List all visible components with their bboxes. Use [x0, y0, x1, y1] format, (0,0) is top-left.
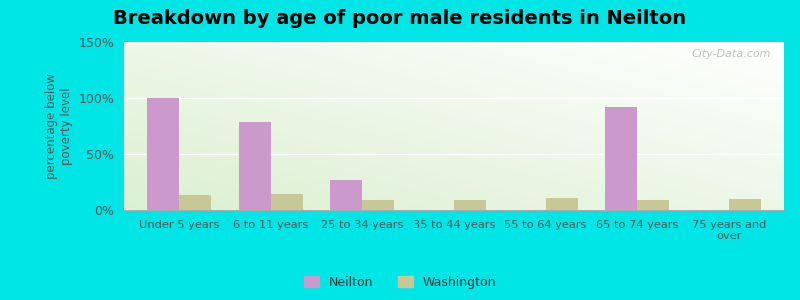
Bar: [270, 194, 302, 210]
Bar: [147, 98, 179, 210]
Bar: [179, 195, 211, 210]
Bar: [638, 200, 670, 210]
Bar: [362, 200, 394, 210]
Legend: Neilton, Washington: Neilton, Washington: [298, 271, 502, 294]
Text: City-Data.com: City-Data.com: [691, 49, 770, 59]
Bar: [454, 200, 486, 210]
Bar: [238, 122, 270, 210]
Y-axis label: percentage below
poverty level: percentage below poverty level: [45, 73, 73, 179]
Text: Breakdown by age of poor male residents in Neilton: Breakdown by age of poor male residents …: [114, 9, 686, 28]
Bar: [546, 198, 578, 210]
Bar: [330, 180, 362, 210]
Bar: [606, 107, 638, 210]
Bar: [729, 199, 761, 210]
